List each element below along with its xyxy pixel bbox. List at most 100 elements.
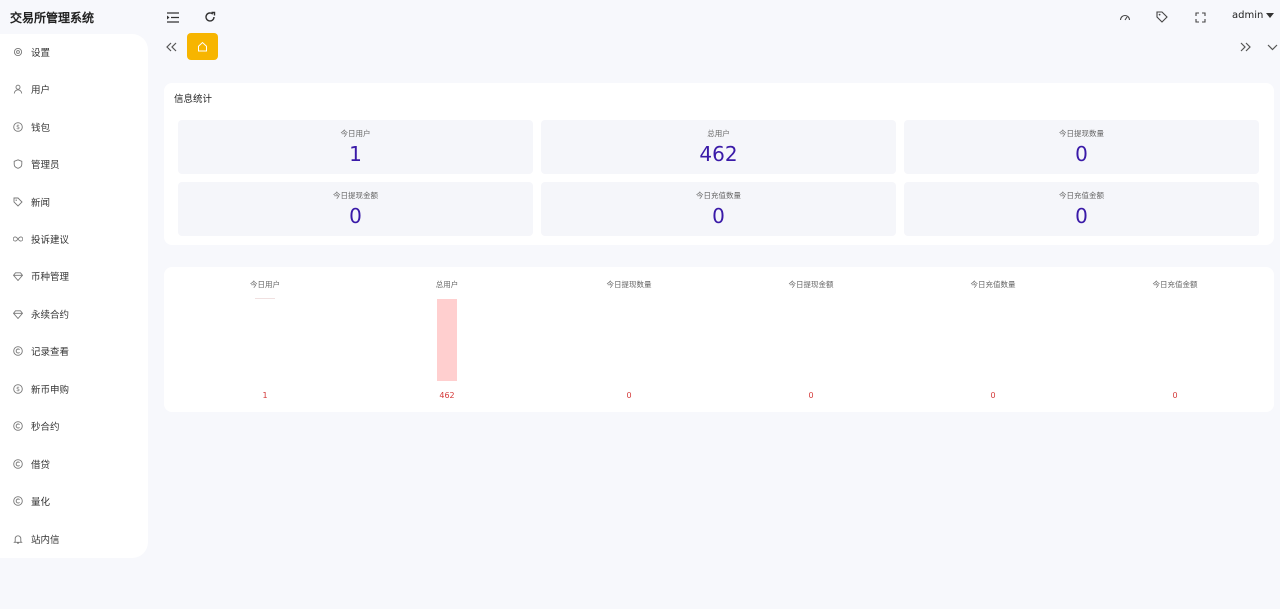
sidebar-item-new-coin[interactable]: $ 新币申购 bbox=[0, 371, 148, 407]
sidebar-item-quant[interactable]: 量化 bbox=[0, 483, 148, 519]
home-icon bbox=[197, 37, 208, 56]
sidebar-item-label: 新币申购 bbox=[31, 385, 70, 396]
stat-today-recharge-count: 今日充值数量 0 bbox=[541, 182, 896, 236]
sidebar-item-label: 借贷 bbox=[31, 460, 51, 471]
chart-column: 今日充值金额 0 bbox=[1084, 267, 1266, 412]
sidebar-item-label: 管理员 bbox=[31, 160, 60, 171]
chart-bar[interactable] bbox=[255, 298, 275, 299]
stat-today-withdraw-amount: 今日提现金额 0 bbox=[178, 182, 533, 236]
chart-value-label: 462 bbox=[439, 391, 455, 400]
tag-icon bbox=[13, 197, 23, 207]
tab-home[interactable] bbox=[187, 33, 218, 60]
copyright-circle-icon bbox=[13, 346, 23, 356]
stat-total-users: 总用户 462 bbox=[541, 120, 896, 174]
chart-category-label: 今日充值数量 bbox=[970, 280, 1016, 289]
sidebar-item-records[interactable]: 记录查看 bbox=[0, 333, 148, 369]
stat-today-users: 今日用户 1 bbox=[178, 120, 533, 174]
chart-category-label: 今日提现金额 bbox=[788, 280, 834, 289]
caret-down-icon bbox=[1266, 13, 1275, 18]
svg-text:$: $ bbox=[16, 386, 20, 393]
gem-icon bbox=[13, 309, 23, 319]
sidebar-item-label: 用户 bbox=[31, 85, 51, 96]
dollar-circle-icon: $ bbox=[13, 384, 23, 394]
chart-column: 今日提现数量 0 bbox=[538, 267, 720, 412]
stat-value: 0 bbox=[1075, 204, 1088, 228]
chart-column: 今日提现金额 0 bbox=[720, 267, 902, 412]
stat-label: 今日提现数量 bbox=[1059, 129, 1104, 138]
chart-category-label: 今日充值金额 bbox=[1152, 280, 1198, 289]
chart-bar[interactable] bbox=[437, 299, 457, 381]
copyright-circle-icon bbox=[13, 459, 23, 469]
sidebar-item-second-contract[interactable]: 秒合约 bbox=[0, 408, 148, 444]
refresh-icon[interactable] bbox=[201, 8, 219, 26]
sidebar-item-label: 钱包 bbox=[31, 123, 51, 134]
bell-icon bbox=[13, 534, 23, 544]
chart-card: 今日用户 1 总用户 462 今日提现数量 0 今日提现金额 0 今日充值数量 0 今日充值金额 0 bbox=[164, 267, 1274, 412]
sidebar-item-news[interactable]: 新闻 bbox=[0, 184, 148, 220]
sidebar-item-wallet[interactable]: $ 钱包 bbox=[0, 109, 148, 145]
infinity-icon bbox=[13, 234, 23, 244]
stat-label: 今日用户 bbox=[340, 129, 371, 138]
stat-label: 总用户 bbox=[707, 129, 730, 138]
sidebar-item-settings[interactable]: 设置 bbox=[0, 34, 148, 70]
sidebar-item-label: 投诉建议 bbox=[31, 235, 70, 246]
sidebar-item-label: 永续合约 bbox=[31, 310, 70, 321]
dashboard-gauge-icon[interactable] bbox=[1116, 8, 1134, 26]
stats-card: 信息统计 今日用户 1 总用户 462 今日提现数量 0 今日提现金额 0 今日… bbox=[164, 83, 1274, 245]
sidebar-item-label: 币种管理 bbox=[31, 272, 70, 283]
user-icon bbox=[13, 84, 23, 94]
sidebar-item-label: 记录查看 bbox=[31, 347, 70, 358]
chart-value-label: 0 bbox=[626, 391, 632, 400]
chart-value-label: 0 bbox=[808, 391, 814, 400]
svg-text:$: $ bbox=[16, 124, 20, 131]
top-bar: 交易所管理系统 admin bbox=[0, 0, 1280, 32]
sidebar: 设置 用户 $ 钱包 管理员 新闻 投诉建议 币种管理 永续合约 记录查看 $ … bbox=[0, 34, 148, 558]
gear-icon bbox=[13, 47, 23, 57]
sidebar-item-loans[interactable]: 借贷 bbox=[0, 446, 148, 482]
stat-today-withdraw-count: 今日提现数量 0 bbox=[904, 120, 1259, 174]
chart-category-label: 总用户 bbox=[435, 280, 459, 289]
sidebar-item-label: 站内信 bbox=[31, 535, 60, 546]
sidebar-item-feedback[interactable]: 投诉建议 bbox=[0, 221, 148, 257]
stat-today-recharge-amount: 今日充值金额 0 bbox=[904, 182, 1259, 236]
stat-value: 462 bbox=[699, 142, 738, 166]
username: admin bbox=[1232, 10, 1264, 21]
stat-label: 今日充值数量 bbox=[696, 191, 741, 200]
tabs-menu-chevron-down-icon[interactable] bbox=[1263, 38, 1280, 56]
sidebar-item-messages[interactable]: 站内信 bbox=[0, 521, 148, 557]
chart-category-label: 今日提现数量 bbox=[606, 280, 652, 289]
stat-value: 1 bbox=[349, 142, 362, 166]
sidebar-item-label: 设置 bbox=[31, 48, 51, 59]
shield-icon bbox=[13, 159, 23, 169]
gem-icon bbox=[13, 271, 23, 281]
chart-value-label: 0 bbox=[990, 391, 996, 400]
user-menu[interactable]: admin bbox=[1232, 10, 1275, 21]
sidebar-item-label: 量化 bbox=[31, 497, 51, 508]
chart-column: 总用户 462 bbox=[356, 267, 538, 412]
copyright-circle-icon bbox=[13, 421, 23, 431]
sidebar-item-perpetual[interactable]: 永续合约 bbox=[0, 296, 148, 332]
sidebar-item-label: 秒合约 bbox=[31, 422, 60, 433]
sidebar-item-label: 新闻 bbox=[31, 198, 51, 209]
sidebar-item-users[interactable]: 用户 bbox=[0, 71, 148, 107]
sidebar-item-currency[interactable]: 币种管理 bbox=[0, 258, 148, 294]
stats-title: 信息统计 bbox=[174, 94, 213, 105]
menu-fold-icon[interactable] bbox=[164, 8, 182, 26]
stat-value: 0 bbox=[712, 204, 725, 228]
fullscreen-icon[interactable] bbox=[1191, 8, 1209, 26]
tag-icon[interactable] bbox=[1153, 8, 1171, 26]
chart-column: 今日用户 1 bbox=[174, 267, 356, 412]
copyright-circle-icon bbox=[13, 496, 23, 506]
sidebar-item-admins[interactable]: 管理员 bbox=[0, 146, 148, 182]
stat-value: 0 bbox=[349, 204, 362, 228]
chart-value-label: 1 bbox=[262, 391, 268, 400]
dollar-circle-icon: $ bbox=[13, 122, 23, 132]
chart-column: 今日充值数量 0 bbox=[902, 267, 1084, 412]
chart-value-label: 0 bbox=[1172, 391, 1178, 400]
tabs-scroll-left-icon[interactable] bbox=[162, 38, 180, 56]
tabs-scroll-right-icon[interactable] bbox=[1236, 38, 1254, 56]
stat-label: 今日充值金额 bbox=[1059, 191, 1104, 200]
app-title: 交易所管理系统 bbox=[10, 11, 95, 25]
stat-value: 0 bbox=[1075, 142, 1088, 166]
stat-label: 今日提现金额 bbox=[333, 191, 378, 200]
